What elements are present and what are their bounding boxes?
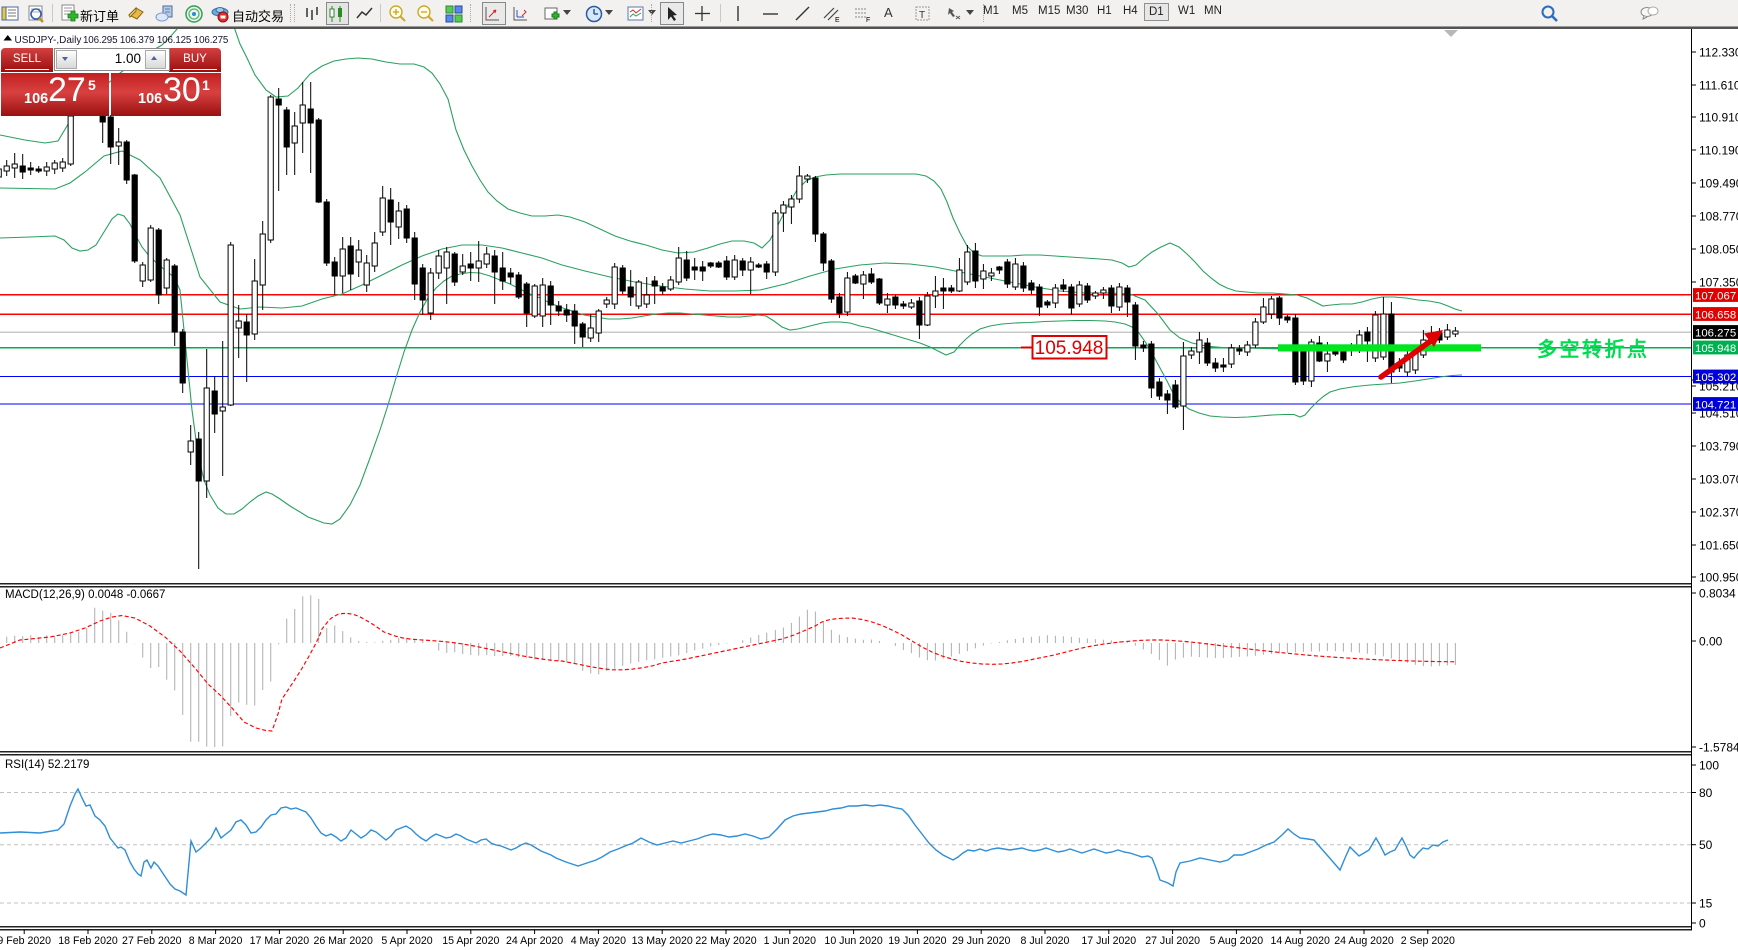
svg-text:10 Jun 2020: 10 Jun 2020 xyxy=(824,935,882,947)
svg-text:18 Feb 2020: 18 Feb 2020 xyxy=(58,935,118,947)
svg-text:USDJPY-,Daily: USDJPY-,Daily xyxy=(15,35,82,46)
svg-text:17 Mar 2020: 17 Mar 2020 xyxy=(250,935,310,947)
svg-text:108.050: 108.050 xyxy=(1699,243,1738,257)
svg-text:100: 100 xyxy=(1699,759,1719,773)
svg-text:F: F xyxy=(866,17,870,24)
svg-text:19 Jun 2020: 19 Jun 2020 xyxy=(888,935,946,947)
svg-text:24 Apr 2020: 24 Apr 2020 xyxy=(506,935,563,947)
svg-text:104.721: 104.721 xyxy=(1695,399,1736,411)
svg-text:100.950: 100.950 xyxy=(1699,571,1738,585)
svg-text:-1.5784: -1.5784 xyxy=(1699,741,1738,755)
svg-text:RSI(14) 52.2179: RSI(14) 52.2179 xyxy=(5,759,89,771)
svg-text:15: 15 xyxy=(1699,897,1713,911)
svg-text:26 Mar 2020: 26 Mar 2020 xyxy=(313,935,373,947)
svg-text:27 Feb 2020: 27 Feb 2020 xyxy=(122,935,182,947)
svg-text:105.302: 105.302 xyxy=(1695,372,1736,384)
svg-text:E: E xyxy=(835,17,840,24)
svg-text:80: 80 xyxy=(1699,786,1713,800)
svg-text:17 Jul 2020: 17 Jul 2020 xyxy=(1081,935,1136,947)
svg-text:111.610: 111.610 xyxy=(1699,79,1738,93)
svg-text:22 May 2020: 22 May 2020 xyxy=(695,935,756,947)
svg-text:27 Jul 2020: 27 Jul 2020 xyxy=(1145,935,1200,947)
svg-text:2 Sep 2020: 2 Sep 2020 xyxy=(1401,935,1455,947)
svg-text:103.790: 103.790 xyxy=(1699,440,1738,454)
svg-text:110.910: 110.910 xyxy=(1699,111,1738,125)
svg-text:9 Feb 2020: 9 Feb 2020 xyxy=(0,935,51,947)
svg-text:108.770: 108.770 xyxy=(1699,210,1738,224)
svg-text:106.275: 106.275 xyxy=(1695,327,1736,339)
svg-text:T: T xyxy=(919,10,925,21)
svg-text:15 Apr 2020: 15 Apr 2020 xyxy=(442,935,499,947)
svg-text:107.067: 107.067 xyxy=(1695,290,1736,302)
svg-text:5 Apr 2020: 5 Apr 2020 xyxy=(381,935,432,947)
svg-text:112.330: 112.330 xyxy=(1699,46,1738,60)
svg-text:107.350: 107.350 xyxy=(1699,276,1738,290)
svg-text:0: 0 xyxy=(1699,917,1706,931)
svg-text:109.490: 109.490 xyxy=(1699,177,1738,191)
svg-text:多空转折点: 多空转折点 xyxy=(1537,337,1650,361)
svg-text:101.650: 101.650 xyxy=(1699,539,1738,553)
svg-text:105.948: 105.948 xyxy=(1035,338,1104,359)
svg-text:50: 50 xyxy=(1699,838,1713,852)
svg-text:0.8034: 0.8034 xyxy=(1699,587,1736,601)
svg-text:110.190: 110.190 xyxy=(1699,144,1738,158)
svg-text:4 May 2020: 4 May 2020 xyxy=(571,935,626,947)
svg-text:102.370: 102.370 xyxy=(1699,506,1738,520)
svg-text:24 Aug 2020: 24 Aug 2020 xyxy=(1334,935,1394,947)
svg-text:106.295 106.379 106.125 106.27: 106.295 106.379 106.125 106.275 xyxy=(83,35,229,46)
svg-text:13 May 2020: 13 May 2020 xyxy=(632,935,693,947)
svg-text:106.658: 106.658 xyxy=(1695,309,1736,321)
svg-text:0.00: 0.00 xyxy=(1699,635,1723,649)
svg-text:14 Aug 2020: 14 Aug 2020 xyxy=(1270,935,1330,947)
svg-text:29 Jun 2020: 29 Jun 2020 xyxy=(952,935,1010,947)
svg-text:8 Jul 2020: 8 Jul 2020 xyxy=(1021,935,1070,947)
svg-text:1 Jun 2020: 1 Jun 2020 xyxy=(764,935,817,947)
svg-text:105.948: 105.948 xyxy=(1695,343,1736,355)
svg-text:5 Aug 2020: 5 Aug 2020 xyxy=(1210,935,1264,947)
svg-text:103.070: 103.070 xyxy=(1699,473,1738,487)
svg-text:MACD(12,26,9) 0.0048 -0.0667: MACD(12,26,9) 0.0048 -0.0667 xyxy=(5,589,165,601)
svg-text:8 Mar 2020: 8 Mar 2020 xyxy=(189,935,243,947)
